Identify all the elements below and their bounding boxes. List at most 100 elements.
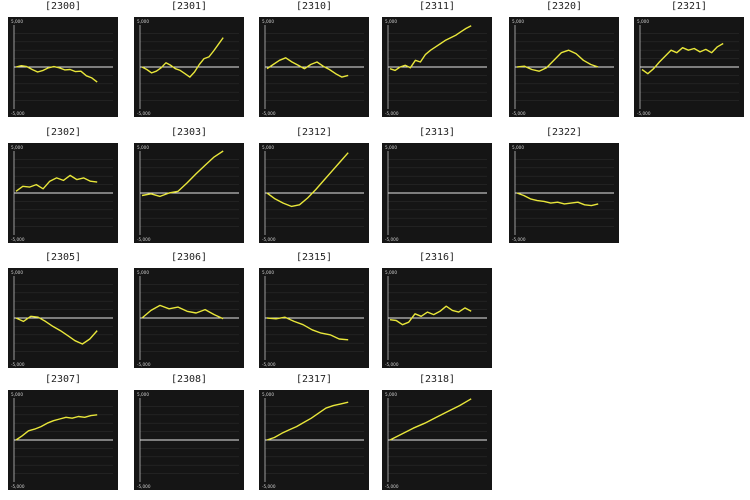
y-tick-top: 5,000 — [512, 145, 524, 150]
chart-panel-2308: [2308] 5,000 -5,000 — [130, 373, 248, 493]
y-tick-bottom: -5,000 — [137, 362, 151, 367]
line-chart: 5,000 -5,000 — [634, 17, 744, 117]
chart-title: [2321] — [670, 1, 708, 12]
y-tick-top: 5,000 — [137, 19, 149, 24]
line-chart: 5,000 -5,000 — [134, 390, 244, 490]
y-tick-top: 5,000 — [137, 270, 149, 275]
y-tick-top: 5,000 — [11, 392, 23, 397]
y-tick-bottom: -5,000 — [385, 237, 399, 242]
series-line — [389, 25, 472, 72]
line-chart: 5,000 -5,000 — [259, 268, 369, 368]
series-line — [15, 174, 98, 192]
line-chart: 5,000 -5,000 — [134, 268, 244, 368]
y-tick-top: 5,000 — [11, 19, 23, 24]
y-tick-top: 5,000 — [262, 19, 274, 24]
chart-title: [2301] — [170, 1, 208, 12]
chart-panel-2313: [2313] 5,000 -5,000 — [378, 126, 496, 246]
y-tick-top: 5,000 — [11, 145, 23, 150]
chart-title: [2316] — [418, 252, 456, 263]
y-tick-bottom: -5,000 — [385, 484, 399, 489]
y-tick-top: 5,000 — [512, 19, 524, 24]
chart-title: [2320] — [545, 1, 583, 12]
series-line — [141, 150, 224, 198]
line-chart: 5,000 -5,000 — [8, 390, 118, 490]
y-tick-top: 5,000 — [262, 392, 274, 397]
y-tick-bottom: -5,000 — [262, 362, 276, 367]
chart-title: [2322] — [545, 127, 583, 138]
series-line — [15, 414, 98, 441]
chart-title: [2317] — [295, 374, 333, 385]
chart-panel-2315: [2315] 5,000 -5,000 — [255, 251, 373, 371]
line-chart: 5,000 -5,000 — [134, 143, 244, 243]
y-tick-bottom: -5,000 — [137, 237, 151, 242]
line-chart: 5,000 -5,000 — [259, 17, 369, 117]
line-chart: 5,000 -5,000 — [509, 17, 619, 117]
series-line — [641, 42, 724, 75]
chart-panel-2318: [2318] 5,000 -5,000 — [378, 373, 496, 493]
line-chart: 5,000 -5,000 — [509, 143, 619, 243]
chart-panel-2307: [2307] 5,000 -5,000 — [4, 373, 122, 493]
y-tick-top: 5,000 — [385, 145, 397, 150]
y-tick-bottom: -5,000 — [137, 484, 151, 489]
chart-panel-2322: [2322] 5,000 -5,000 — [505, 126, 623, 246]
series-line — [141, 37, 224, 78]
chart-title: [2310] — [295, 1, 333, 12]
chart-panel-2317: [2317] 5,000 -5,000 — [255, 373, 373, 493]
chart-panel-2306: [2306] 5,000 -5,000 — [130, 251, 248, 371]
chart-title: [2305] — [44, 252, 82, 263]
y-tick-bottom: -5,000 — [11, 111, 25, 116]
y-tick-bottom: -5,000 — [11, 484, 25, 489]
chart-title: [2318] — [418, 374, 456, 385]
y-tick-bottom: -5,000 — [385, 362, 399, 367]
line-chart: 5,000 -5,000 — [382, 143, 492, 243]
series-line — [516, 192, 599, 207]
line-chart: 5,000 -5,000 — [259, 390, 369, 490]
y-tick-top: 5,000 — [385, 19, 397, 24]
line-chart: 5,000 -5,000 — [8, 143, 118, 243]
chart-title: [2303] — [170, 127, 208, 138]
y-tick-top: 5,000 — [262, 145, 274, 150]
series-line — [389, 305, 472, 326]
line-chart: 5,000 -5,000 — [8, 17, 118, 117]
series-line — [141, 304, 224, 320]
chart-panel-2302: [2302] 5,000 -5,000 — [4, 126, 122, 246]
chart-panel-2321: [2321] 5,000 -5,000 — [630, 0, 748, 120]
y-tick-bottom: -5,000 — [385, 111, 399, 116]
y-tick-bottom: -5,000 — [512, 111, 526, 116]
line-chart: 5,000 -5,000 — [382, 390, 492, 490]
y-tick-bottom: -5,000 — [11, 237, 25, 242]
chart-title: [2307] — [44, 374, 82, 385]
chart-panel-2316: [2316] 5,000 -5,000 — [378, 251, 496, 371]
chart-title: [2308] — [170, 374, 208, 385]
y-tick-bottom: -5,000 — [262, 111, 276, 116]
y-tick-top: 5,000 — [385, 392, 397, 397]
y-tick-top: 5,000 — [137, 145, 149, 150]
chart-title: [2302] — [44, 127, 82, 138]
y-tick-top: 5,000 — [137, 392, 149, 397]
y-tick-bottom: -5,000 — [637, 111, 651, 116]
chart-title: [2306] — [170, 252, 208, 263]
series-line — [15, 315, 98, 345]
chart-panel-2312: [2312] 5,000 -5,000 — [255, 126, 373, 246]
series-line — [266, 152, 349, 208]
series-line — [15, 65, 98, 83]
chart-panel-2301: [2301] 5,000 -5,000 — [130, 0, 248, 120]
series-line — [516, 49, 599, 72]
y-tick-bottom: -5,000 — [512, 237, 526, 242]
line-chart: 5,000 -5,000 — [259, 143, 369, 243]
chart-title: [2312] — [295, 127, 333, 138]
chart-title: [2315] — [295, 252, 333, 263]
line-chart: 5,000 -5,000 — [134, 17, 244, 117]
y-tick-bottom: -5,000 — [11, 362, 25, 367]
chart-title: [2300] — [44, 1, 82, 12]
series-line — [266, 401, 349, 441]
line-chart: 5,000 -5,000 — [8, 268, 118, 368]
series-line — [389, 398, 472, 441]
chart-panel-2310: [2310] 5,000 -5,000 — [255, 0, 373, 120]
chart-panel-2300: [2300] 5,000 -5,000 — [4, 0, 122, 120]
chart-title: [2311] — [418, 1, 456, 12]
line-chart: 5,000 -5,000 — [382, 268, 492, 368]
chart-title: [2313] — [418, 127, 456, 138]
chart-panel-2311: [2311] 5,000 -5,000 — [378, 0, 496, 120]
line-chart: 5,000 -5,000 — [382, 17, 492, 117]
